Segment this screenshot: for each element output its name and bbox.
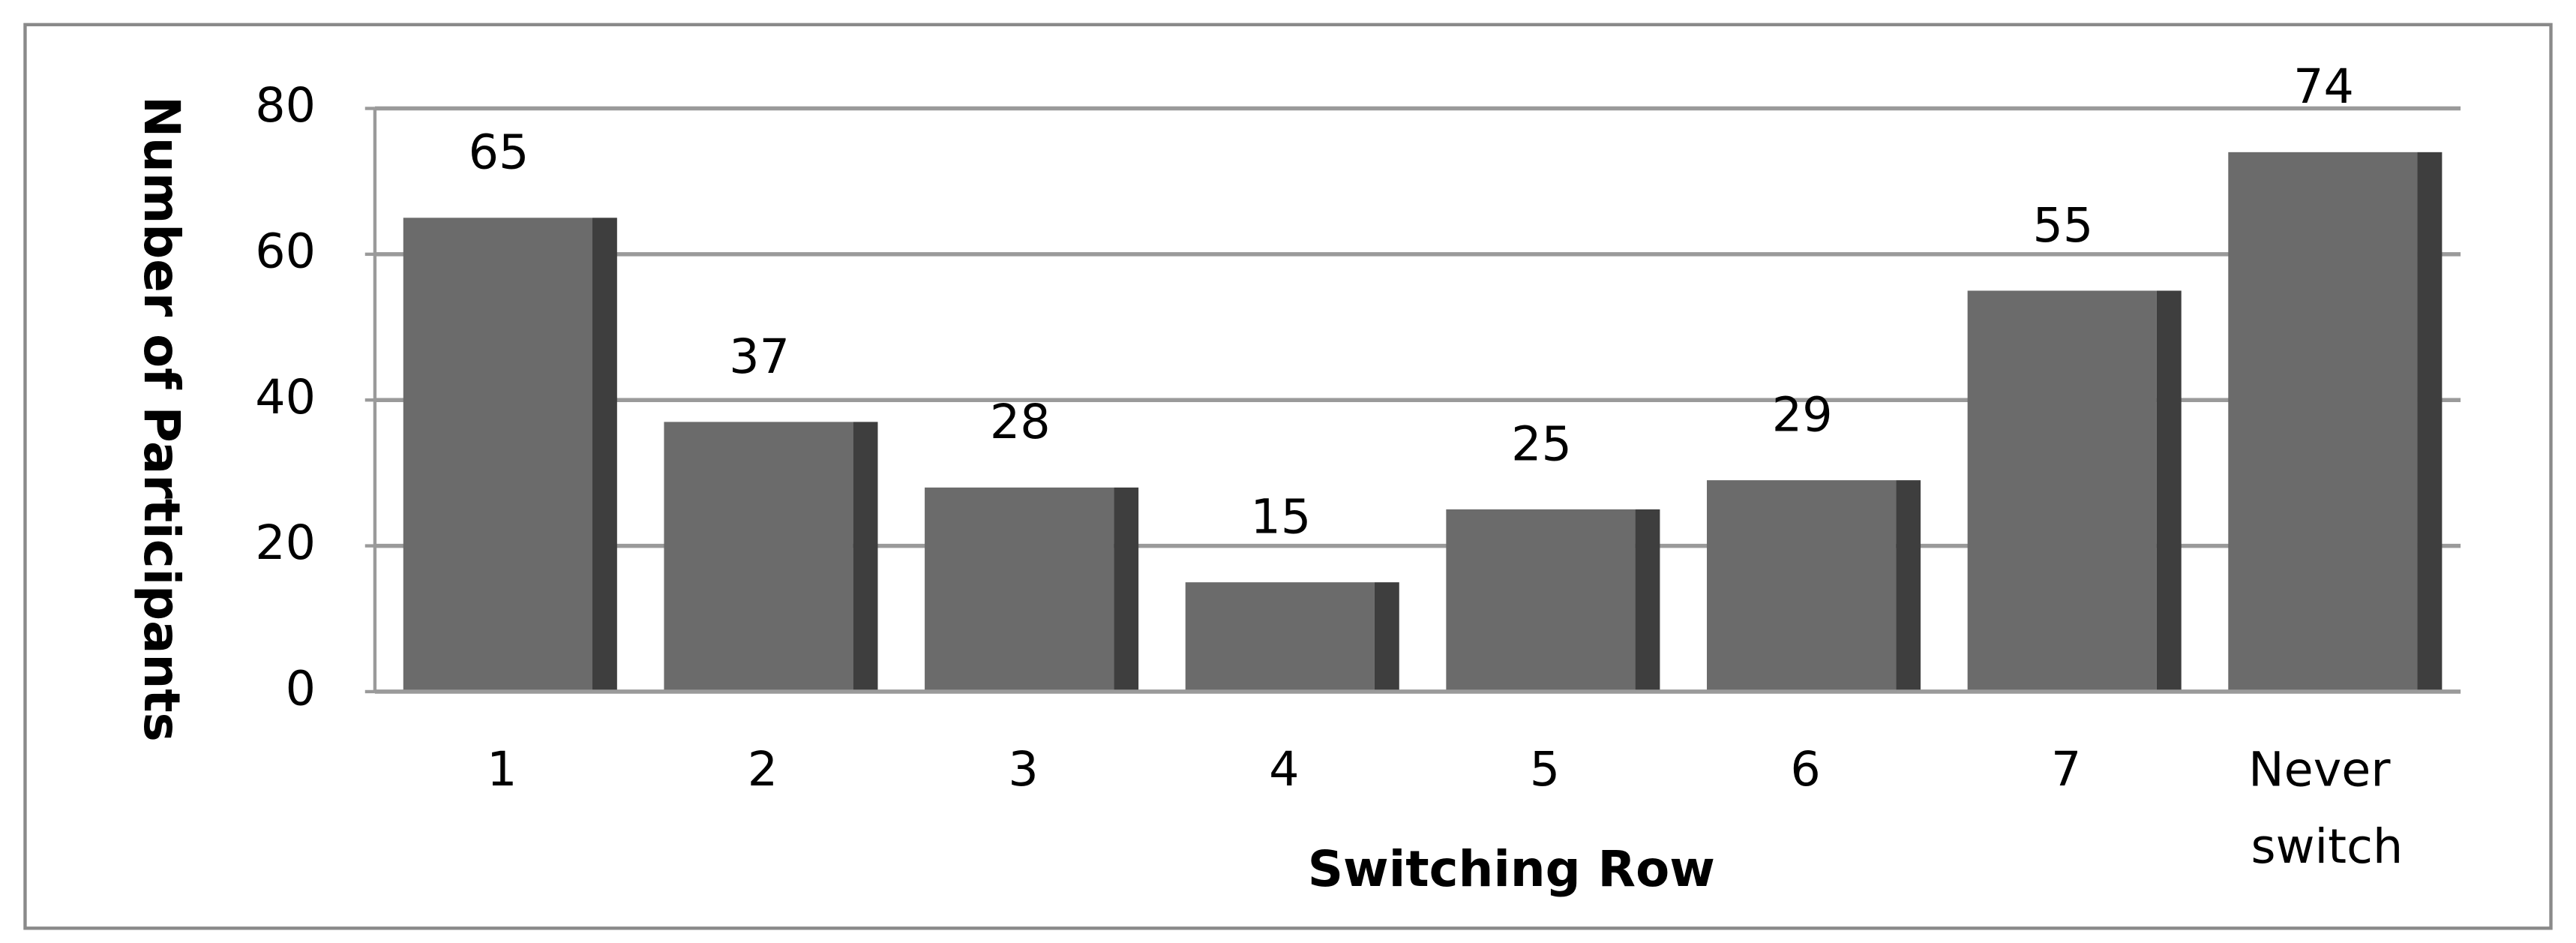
bar	[664, 422, 853, 692]
x-tick-label: 7	[2051, 741, 2081, 797]
x-axis-title: Switching Row	[1308, 841, 1715, 898]
value-label: 28	[990, 394, 1051, 449]
bar	[925, 487, 1114, 692]
y-tick-label: 0	[286, 661, 316, 716]
bar-side	[853, 422, 878, 692]
value-label: 29	[1772, 386, 1833, 442]
bar	[1185, 582, 1375, 692]
x-tick-label: 3	[1008, 741, 1038, 797]
x-tick-label: 4	[1269, 741, 1299, 797]
bar-side	[2156, 290, 2182, 692]
x-tick-label: 6	[1790, 741, 1820, 797]
value-label: 74	[2293, 59, 2354, 114]
value-label: 25	[1511, 416, 1572, 471]
bar	[1707, 480, 1897, 692]
bar	[1446, 509, 1636, 692]
bar-side	[1374, 582, 1399, 692]
x-tick-label: 2	[748, 741, 778, 797]
bar	[403, 218, 592, 692]
bar-side	[1635, 509, 1660, 692]
y-axis-title: Number of Participants	[133, 96, 190, 742]
value-label: 65	[469, 125, 529, 180]
y-tick-label: 60	[255, 223, 316, 278]
bar-side	[1896, 480, 1921, 692]
bar	[1967, 290, 2157, 692]
y-tick-label: 40	[255, 369, 316, 425]
y-tick-label: 80	[255, 77, 316, 133]
x-tick-label: 5	[1530, 741, 1560, 797]
x-tick-label: 1	[487, 741, 517, 797]
bar-side	[1114, 487, 1139, 692]
bar-side	[2417, 152, 2443, 692]
value-label: 37	[729, 329, 790, 384]
bar-side	[592, 218, 617, 692]
x-tick-label: Never switch	[2248, 741, 2406, 874]
value-label: 15	[1251, 489, 1312, 545]
y-tick-label: 20	[255, 515, 316, 570]
bar	[2228, 152, 2418, 692]
value-label: 55	[2032, 197, 2093, 253]
